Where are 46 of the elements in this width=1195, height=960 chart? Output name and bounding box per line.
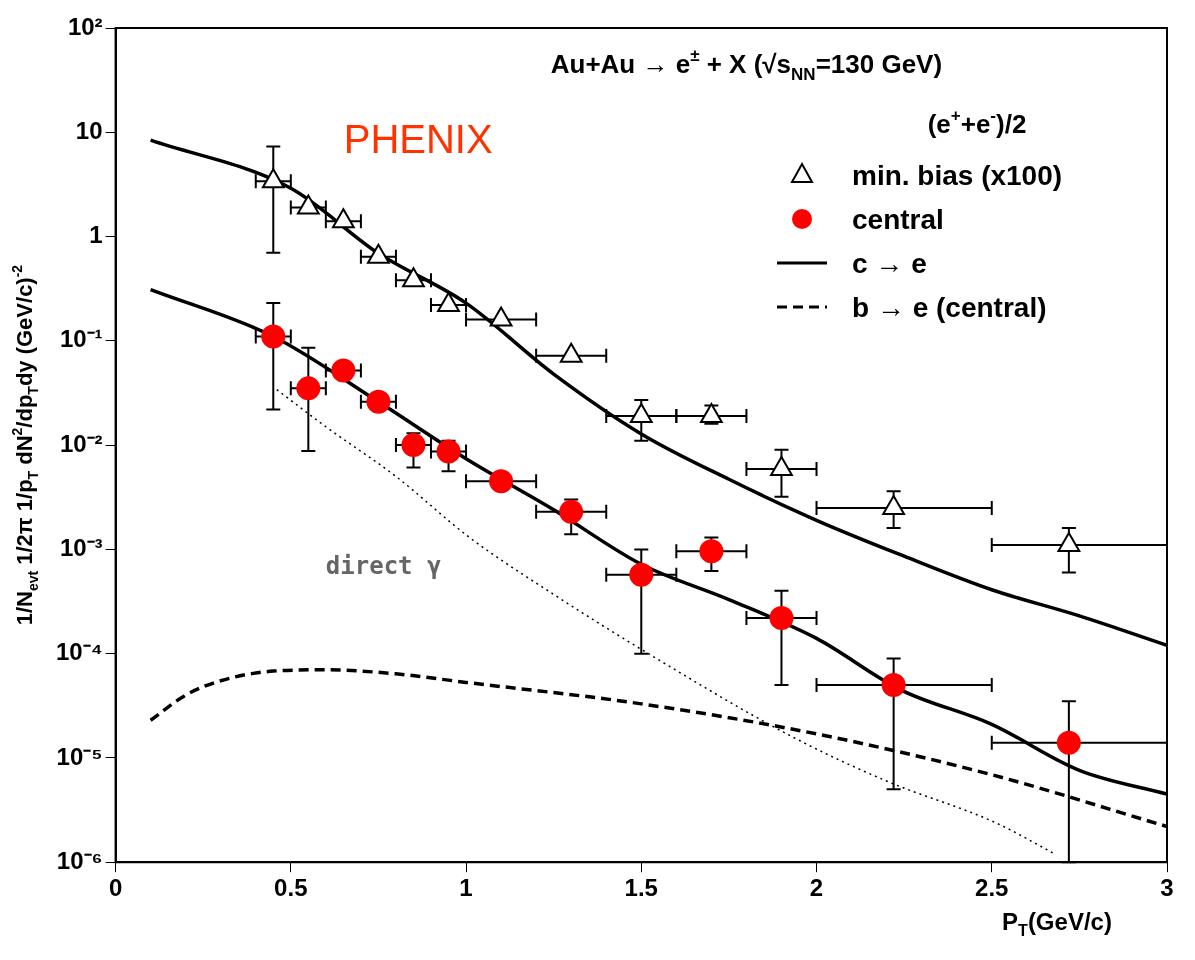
point	[436, 439, 461, 464]
legend-label: b → e (central)	[852, 292, 1047, 323]
point	[402, 267, 425, 288]
point	[699, 539, 724, 564]
annotation: PHENIX	[343, 117, 493, 162]
point	[367, 243, 390, 264]
legend-label: c → e	[852, 248, 927, 279]
x-tick-label: 2.5	[975, 874, 1009, 902]
legend-title: (e++e-)/2	[927, 106, 1027, 139]
point	[261, 324, 286, 349]
point	[296, 376, 321, 401]
x-tick-label: 3	[1160, 874, 1174, 902]
point	[331, 208, 355, 229]
point	[437, 292, 460, 313]
x-tick-label: 1.5	[624, 874, 658, 902]
point	[489, 469, 514, 494]
x-tick-label: 1	[459, 874, 473, 902]
point	[559, 342, 583, 363]
y-tick-label: 1	[89, 221, 103, 249]
point	[366, 389, 391, 414]
point	[261, 168, 285, 189]
y-tick-label: 10²	[67, 12, 103, 40]
y-tick-label: 10⁻³	[59, 534, 103, 561]
y-tick-label: 10⁻¹	[59, 325, 103, 353]
point	[331, 358, 356, 383]
text: 1/Nevt 1/2π 1/pT dN2/dpTdy (GeV/c)-2	[9, 264, 41, 626]
legend-label: min. bias (x100)	[852, 160, 1063, 191]
y-tick-label: 10⁻⁴	[55, 638, 103, 666]
point	[1056, 730, 1081, 755]
x-tick-label: 0	[108, 874, 123, 902]
point	[881, 673, 906, 698]
point	[629, 403, 653, 424]
point	[559, 499, 584, 524]
x-tick-label: 0.5	[274, 874, 308, 902]
annotation: direct γ	[325, 552, 442, 581]
point	[769, 605, 794, 630]
y-tick-label: 10⁻⁶	[56, 846, 103, 874]
y-tick-label: 10⁻⁵	[56, 742, 103, 770]
point	[629, 562, 654, 587]
point	[401, 433, 426, 458]
y-tick-label: 10	[75, 116, 103, 144]
legend-label: central	[852, 204, 944, 235]
x-tick-label: 2	[809, 874, 824, 902]
y-tick-label: 10⁻²	[59, 429, 103, 457]
point	[489, 306, 513, 327]
point	[296, 194, 320, 215]
